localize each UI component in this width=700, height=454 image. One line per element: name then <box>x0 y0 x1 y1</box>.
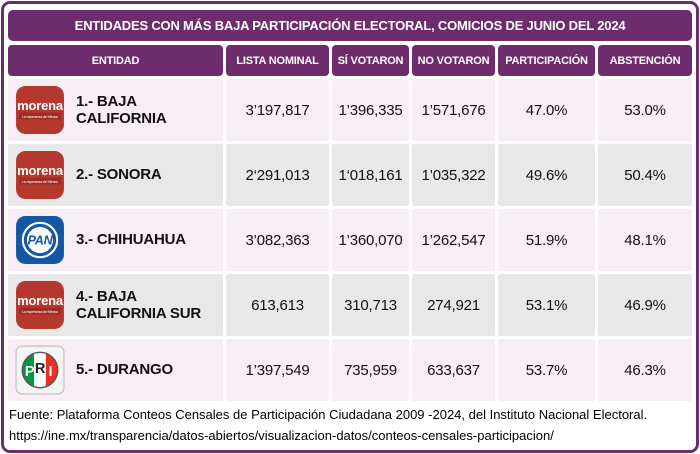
svg-text:I: I <box>48 364 52 380</box>
cell-abstencion: 46.9% <box>598 274 692 336</box>
cell-no-votaron: 1’035,322 <box>412 144 495 206</box>
column-header-abstencion: ABSTENCIÓN <box>598 45 692 76</box>
cell-lista-nominal: 1’397,549 <box>226 339 329 401</box>
pan-logo-icon: PAN <box>16 216 64 264</box>
column-header-lista-nominal: LISTA NOMINAL <box>226 45 329 76</box>
cell-si-votaron: 1’396,335 <box>332 79 409 141</box>
column-header-participacion: PARTICIPACIÓN <box>498 45 595 76</box>
morena-logo-icon: morena La esperanza de México <box>16 151 64 199</box>
svg-text:PAN: PAN <box>28 234 54 248</box>
cell-si-votaron: 1’360,070 <box>332 209 409 271</box>
table-title-bar: ENTIDADES CON MÁS BAJA PARTICIPACIÓN ELE… <box>8 10 692 41</box>
morena-logo-icon: morena La esperanza de México <box>16 281 64 329</box>
cell-abstencion: 53.0% <box>598 79 692 141</box>
cell-abstencion: 50.4% <box>598 144 692 206</box>
entity-name: 4.- BAJA CALIFORNIA SUR <box>76 287 201 322</box>
pri-logo-icon: P R I <box>15 345 65 395</box>
entity-name: 2.- SONORA <box>76 166 162 184</box>
svg-text:morena: morena <box>17 293 64 308</box>
cell-si-votaron: 735,959 <box>332 339 409 401</box>
svg-text:P: P <box>25 364 35 380</box>
cell-si-votaron: 310,713 <box>332 274 409 336</box>
entity-name: 5.- DURANGO <box>76 361 173 379</box>
cell-lista-nominal: 3’197,817 <box>226 79 329 141</box>
cell-participacion: 49.6% <box>498 144 595 206</box>
column-header-entidad: ENTIDAD <box>8 45 223 76</box>
table-row-entity-cell: morena La esperanza de México 1.- BAJA C… <box>8 79 223 141</box>
cell-lista-nominal: 2‘291,013 <box>226 144 329 206</box>
cell-participacion: 53.1% <box>498 274 595 336</box>
entity-name: 3.- CHIHUAHUA <box>76 231 186 249</box>
svg-text:morena: morena <box>17 98 64 113</box>
cell-no-votaron: 633,637 <box>412 339 495 401</box>
morena-logo-icon: morena La esperanza de México <box>16 86 64 134</box>
cell-participacion: 53.7% <box>498 339 595 401</box>
cell-lista-nominal: 613,613 <box>226 274 329 336</box>
cell-no-votaron: 274,921 <box>412 274 495 336</box>
source-url: https://ine.mx/transparencia/datos-abier… <box>9 427 554 443</box>
cell-participacion: 51.9% <box>498 209 595 271</box>
cell-si-votaron: 1‘018,161 <box>332 144 409 206</box>
svg-text:La esperanza de México: La esperanza de México <box>22 310 58 314</box>
table-title: ENTIDADES CON MÁS BAJA PARTICIPACIÓN ELE… <box>74 18 626 33</box>
svg-text:La esperanza de México: La esperanza de México <box>22 115 58 119</box>
cell-participacion: 47.0% <box>498 79 595 141</box>
table-row-entity-cell: morena La esperanza de México 2.- SONORA <box>8 144 223 206</box>
cell-no-votaron: 1’571,676 <box>412 79 495 141</box>
participation-table: ENTIDAD LISTA NOMINAL SÍ VOTARON NO VOTA… <box>8 45 692 401</box>
cell-lista-nominal: 3’082,363 <box>226 209 329 271</box>
table-row-entity-cell: PAN 3.- CHIHUAHUA <box>8 209 223 271</box>
cell-no-votaron: 1’262,547 <box>412 209 495 271</box>
column-header-si-votaron: SÍ VOTARON <box>332 45 409 76</box>
cell-abstencion: 46.3% <box>598 339 692 401</box>
cell-abstencion: 48.1% <box>598 209 692 271</box>
entity-name: 1.- BAJA CALIFORNIA <box>76 92 167 127</box>
svg-text:morena: morena <box>17 163 64 178</box>
footer: Fuente: Plataforma Conteos Censales de P… <box>9 405 693 447</box>
source-text: Fuente: Plataforma Conteos Censales de P… <box>9 407 648 422</box>
column-header-no-votaron: NO VOTARON <box>412 45 495 76</box>
table-row-entity-cell: P R I 5.- DURANGO <box>8 339 223 401</box>
svg-text:La esperanza de México: La esperanza de México <box>22 180 58 184</box>
svg-text:R: R <box>35 361 46 377</box>
table-row-entity-cell: morena La esperanza de México 4.- BAJA C… <box>8 274 223 336</box>
